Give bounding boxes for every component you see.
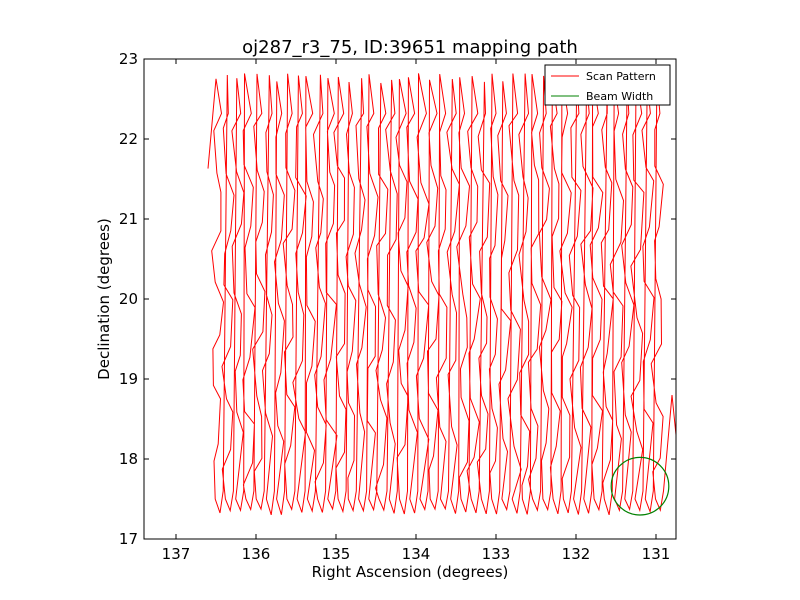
x-tick-label: 136 [242,545,271,563]
beam-width-circle [610,456,670,516]
y-axis-label: Declination (degrees) [95,218,113,380]
x-tick-label: 137 [162,545,191,563]
chart-title: oj287_r3_75, ID:39651 mapping path [242,37,578,58]
beam-width-series [610,456,670,516]
scan-pattern-series [207,73,676,516]
legend-box [544,64,671,106]
x-tick-label: 134 [402,545,431,563]
y-tick-label: 18 [119,450,138,468]
x-tick-labels: 137 136 135 134 133 132 131 [162,545,671,563]
legend-beam-label: Beam Width [586,90,653,103]
x-tick-label: 132 [562,545,591,563]
y-tick-label: 21 [119,210,138,228]
y-tick-label: 23 [119,50,138,68]
x-tick-label: 135 [322,545,351,563]
scan-pattern-line [207,73,676,516]
axes-frame [143,58,677,540]
plot-area [143,58,677,540]
y-tick-label: 17 [119,530,138,548]
x-axis-label: Right Ascension (degrees) [312,563,509,581]
y-tick-label: 19 [119,370,138,388]
x-tick-label: 131 [642,545,671,563]
x-tick-label: 133 [482,545,511,563]
legend-scan-label: Scan Pattern [586,70,656,83]
y-tick-labels: 17 18 19 20 21 22 23 [119,50,138,548]
y-tick-label: 20 [119,290,138,308]
y-tick-label: 22 [119,130,138,148]
legend: Scan Pattern Beam Width [544,64,671,106]
